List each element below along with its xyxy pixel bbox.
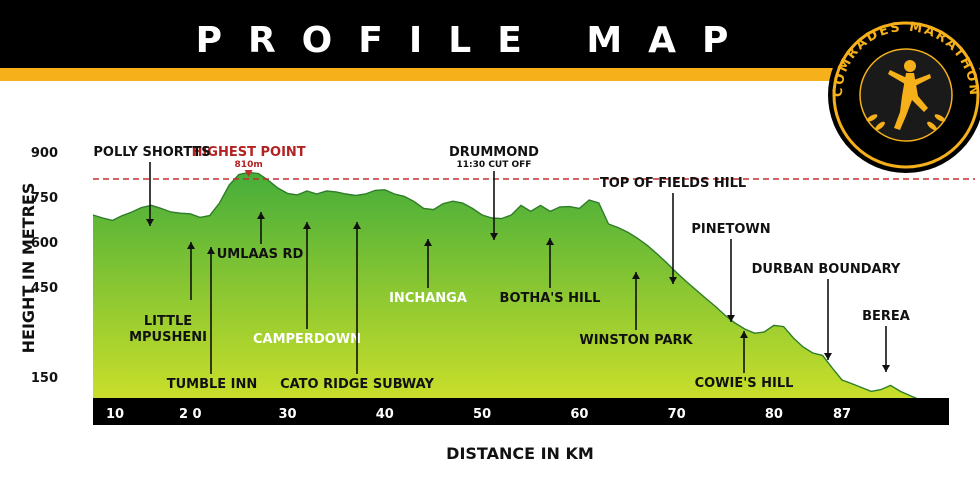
logo-gold-ring bbox=[832, 21, 980, 169]
annotation-label: COWIE'S HILL bbox=[695, 376, 794, 391]
annotation-label: DRUMMOND bbox=[449, 145, 539, 160]
annotation-arrowhead bbox=[146, 219, 154, 226]
header-band bbox=[0, 0, 980, 68]
y-axis-label: HEIGHT IN METRES bbox=[19, 183, 38, 354]
laurel-icon bbox=[866, 114, 946, 131]
annotation-arrowhead bbox=[882, 365, 890, 372]
annotation-arrowhead bbox=[353, 222, 361, 229]
annotation-pinetown: PINETOWN bbox=[691, 222, 771, 322]
accent-band bbox=[0, 68, 980, 81]
annotation-cato-ridge-subway: CATO RIDGE SUBWAY bbox=[280, 222, 435, 392]
annotation-arrowhead bbox=[824, 353, 832, 360]
annotation-umlaas-rd: UMLAAS RD bbox=[217, 212, 304, 262]
annotation-arrowhead bbox=[740, 331, 748, 338]
annotation-label: TOP OF FIELDS HILL bbox=[600, 176, 746, 191]
annotation-cowies-hill: COWIE'S HILL bbox=[695, 331, 794, 391]
x-tick-label: 80 bbox=[765, 407, 783, 422]
y-tick-label: 150 bbox=[31, 371, 58, 386]
annotation-label: LITTLE MPUSHENI bbox=[129, 314, 207, 345]
x-tick-label: 87 bbox=[833, 407, 851, 422]
annotation-label: WINSTON PARK bbox=[579, 333, 693, 348]
annotation-durban-boundary: DURBAN BOUNDARY bbox=[752, 262, 901, 360]
x-tick-label: 10 bbox=[106, 407, 124, 422]
annotation-label: PINETOWN bbox=[691, 222, 770, 237]
y-tick-label: 450 bbox=[31, 281, 58, 296]
annotation-polly-shortts: POLLY SHORTTS bbox=[93, 145, 211, 226]
x-tick-label: 60 bbox=[570, 407, 588, 422]
annotation-arrowhead bbox=[207, 247, 215, 254]
annotation-label: CATO RIDGE SUBWAY bbox=[280, 377, 434, 392]
landmark-annotations: POLLY SHORTTS LITTLE MPUSHENI TUMBLE INN UML… bbox=[93, 145, 909, 392]
annotation-top-of-fields-hill: TOP OF FIELDS HILL bbox=[600, 176, 746, 284]
annotation-label: UMLAAS RD bbox=[217, 247, 304, 262]
runner-icon bbox=[888, 60, 931, 130]
annotation-arrowhead bbox=[187, 242, 195, 249]
x-axis-band bbox=[93, 398, 949, 425]
y-axis-ticks: 900 750 600 450 150 bbox=[31, 146, 58, 386]
comrades-logo: COMRADES MARATHON bbox=[828, 17, 980, 173]
annotation-label: BEREA bbox=[862, 309, 910, 324]
y-tick-label: 900 bbox=[31, 146, 58, 161]
annotation-berea: BEREA bbox=[862, 309, 910, 372]
annotation-inchanga: INCHANGA bbox=[389, 239, 467, 306]
annotation-arrowhead bbox=[546, 238, 554, 245]
y-tick-label: 750 bbox=[31, 191, 58, 206]
annotation-arrowhead bbox=[303, 222, 311, 229]
annotation-label: TUMBLE INN bbox=[167, 377, 258, 392]
annotation-label: DURBAN BOUNDARY bbox=[752, 262, 901, 277]
annotation-arrowhead bbox=[424, 239, 432, 246]
annotation-sublabel: 11:30 CUT OFF bbox=[457, 160, 532, 170]
x-axis-label: DISTANCE IN KM bbox=[446, 444, 594, 463]
highest-point-value: 810m bbox=[235, 160, 263, 170]
annotation-label: POLLY SHORTTS bbox=[93, 145, 210, 160]
x-tick-label: 50 bbox=[473, 407, 491, 422]
annotation-bothas-hill: BOTHA'S HILL bbox=[500, 238, 601, 306]
highest-point-arrowhead bbox=[244, 170, 253, 177]
annotation-arrowhead bbox=[632, 272, 640, 279]
x-tick-label: 2 0 bbox=[179, 407, 202, 422]
annotation-label: BOTHA'S HILL bbox=[500, 291, 601, 306]
annotation-arrowhead bbox=[257, 212, 265, 219]
y-tick-label: 600 bbox=[31, 236, 58, 251]
annotation-winston-park: WINSTON PARK bbox=[579, 272, 694, 348]
annotation-little-mpusheni: LITTLE MPUSHENI bbox=[129, 242, 207, 345]
x-tick-label: 40 bbox=[376, 407, 394, 422]
x-tick-label: 30 bbox=[278, 407, 296, 422]
annotation-camperdown: CAMPERDOWN bbox=[253, 222, 361, 347]
annotation-label: CAMPERDOWN bbox=[253, 332, 361, 347]
highest-point-marker: HIGHEST POINT 810m bbox=[192, 145, 306, 177]
highest-point-label: HIGHEST POINT bbox=[192, 145, 306, 160]
x-axis-ticks: 10 2 0 30 40 50 60 70 80 87 bbox=[106, 407, 851, 422]
elevation-line bbox=[92, 171, 950, 410]
annotation-label: INCHANGA bbox=[389, 291, 467, 306]
annotation-arrowhead bbox=[727, 315, 735, 322]
annotation-arrowhead bbox=[490, 233, 498, 240]
page-title: PROFILE MAP bbox=[196, 20, 755, 61]
x-tick-label: 70 bbox=[668, 407, 686, 422]
annotation-arrowhead bbox=[669, 277, 677, 284]
annotation-tumble-inn: TUMBLE INN bbox=[167, 247, 258, 392]
